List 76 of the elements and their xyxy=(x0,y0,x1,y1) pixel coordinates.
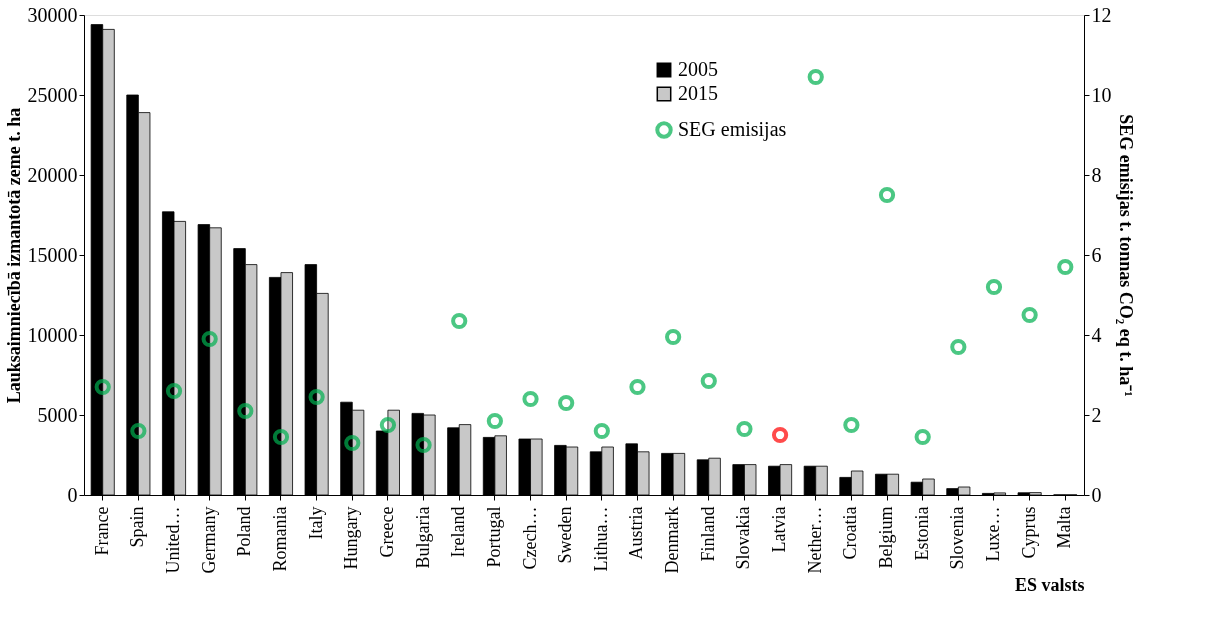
point xyxy=(593,422,610,440)
x-tick-label: Estonia xyxy=(911,506,932,561)
point xyxy=(130,422,147,440)
x-tick-label: Austria xyxy=(626,506,647,560)
point xyxy=(629,378,646,396)
x-tick-label: Ireland xyxy=(448,506,469,558)
y2-axis-title: SEG emisijas t. tonnas CO₂ eq t. ha⁻¹ xyxy=(1115,114,1136,397)
point xyxy=(878,186,896,204)
point xyxy=(522,390,539,408)
point xyxy=(665,328,682,346)
y2-tick-label: 10 xyxy=(1091,83,1112,106)
x-tick-label: Greece xyxy=(376,506,397,558)
x-tick-label: Slovakia xyxy=(733,506,754,570)
x-tick-label: Nether… xyxy=(804,506,825,574)
point xyxy=(771,426,789,444)
point xyxy=(379,416,397,434)
point xyxy=(950,338,967,356)
y-axis-title: Lauksaimniecībā izmantotā zeme t. ha xyxy=(3,107,24,404)
legend-label: SEG emisijas xyxy=(678,118,787,141)
point xyxy=(237,402,254,420)
x-tick-label: Latvia xyxy=(769,506,790,553)
y-tick-label: 0 xyxy=(67,483,78,506)
x-tick-label: Romania xyxy=(269,506,290,572)
x-tick-label: Portugal xyxy=(483,506,504,568)
y-tick-label: 15000 xyxy=(27,243,78,266)
point xyxy=(308,388,325,406)
x-axis-title: ES valsts xyxy=(1014,575,1085,596)
point xyxy=(736,420,753,438)
point xyxy=(94,378,111,396)
point xyxy=(415,436,432,454)
y-tick-label: 30000 xyxy=(27,3,78,26)
point xyxy=(807,68,824,86)
point xyxy=(165,382,183,400)
x-tick-label: Malta xyxy=(1054,506,1075,549)
x-tick-label: United… xyxy=(163,506,184,574)
y-tick-label: 25000 xyxy=(27,83,78,106)
y-tick-label: 20000 xyxy=(27,163,78,186)
x-tick-label: Finland xyxy=(697,506,718,562)
x-tick-label: Croatia xyxy=(840,506,861,560)
y-tick-label: 5000 xyxy=(37,403,78,426)
point xyxy=(843,416,860,434)
x-tick-label: Lithua… xyxy=(590,506,611,572)
point xyxy=(451,312,468,330)
x-tick-label: Bulgaria xyxy=(412,506,433,569)
point xyxy=(344,434,361,452)
point xyxy=(201,330,218,348)
point xyxy=(985,278,1003,296)
y2-tick-label: 4 xyxy=(1091,323,1102,346)
point xyxy=(558,394,575,412)
y2-tick-label: 12 xyxy=(1091,3,1112,26)
y-tick-label: 10000 xyxy=(27,323,78,346)
legend-label: 2005 xyxy=(678,58,718,80)
x-tick-label: Spain xyxy=(127,506,148,548)
y2-tick-label: 8 xyxy=(1091,163,1102,186)
x-tick-label: Denmark xyxy=(662,506,683,574)
x-tick-label: Germany xyxy=(198,506,219,574)
x-tick-label: Cyprus xyxy=(1018,506,1039,559)
point xyxy=(700,372,717,390)
y2-tick-label: 0 xyxy=(1091,483,1102,506)
x-tick-label: Poland xyxy=(234,506,255,557)
point xyxy=(486,412,503,430)
point xyxy=(914,428,931,446)
y2-tick-label: 2 xyxy=(1091,403,1102,426)
x-tick-label: Sweden xyxy=(555,506,576,564)
point xyxy=(1021,306,1038,324)
x-tick-label: France xyxy=(91,506,112,556)
y2-tick-label: 6 xyxy=(1091,243,1102,266)
x-tick-label: Luxe… xyxy=(982,506,1003,562)
x-tick-label: Belgium xyxy=(876,506,897,569)
x-tick-label: Italy xyxy=(305,506,326,540)
x-tick-label: Hungary xyxy=(341,506,362,570)
point xyxy=(272,428,290,446)
x-tick-label: Czech… xyxy=(519,506,540,570)
legend-label: 2015 xyxy=(678,82,718,104)
point xyxy=(1057,258,1074,276)
x-tick-label: Slovenia xyxy=(947,506,968,570)
